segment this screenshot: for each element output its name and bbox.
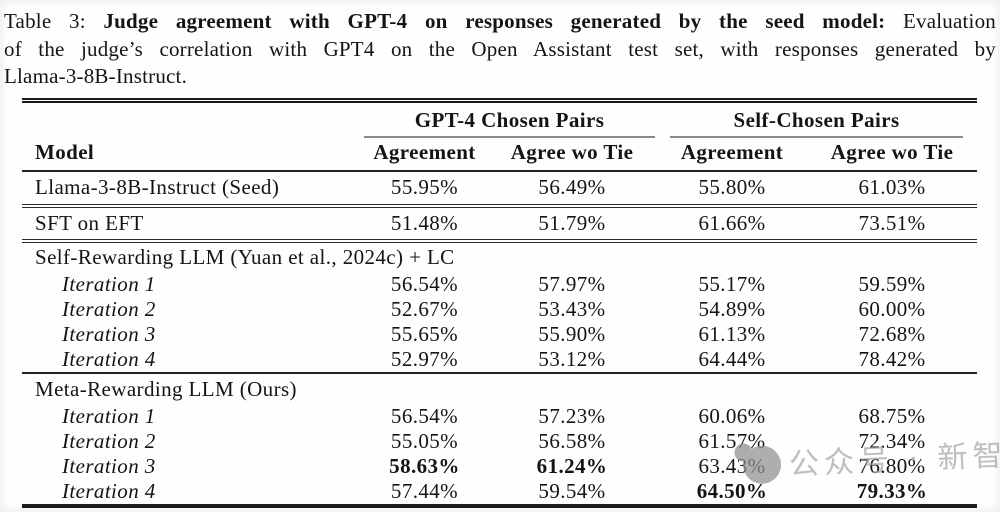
model-cell: Iteration 1 <box>62 403 156 428</box>
value-cell: 72.34% <box>858 428 926 453</box>
column-header-row: Model Agreement Agree wo Tie Agreement A… <box>22 138 978 171</box>
section-row-self-rewarding: Self-Rewarding LLM (Yuan et al., 2024c) … <box>22 241 977 272</box>
value-cell: 78.42% <box>858 346 926 371</box>
value-cell: 60.06% <box>698 403 766 428</box>
model-cell: Iteration 3 <box>62 321 156 346</box>
table-row-self-rewarding-iteration-2: Iteration 2 52.67% 53.43% 54.89% 60.00% <box>22 297 977 322</box>
value-cell: 51.48% <box>390 210 459 235</box>
value-cell: 64.44% <box>698 346 766 371</box>
value-cell: 52.97% <box>390 346 459 371</box>
table-row-llama-seed: Llama-3-8B-Instruct (Seed) 55.95% 56.49%… <box>22 171 978 206</box>
group-header-gpt4-chosen-pairs-label: GPT-4 Chosen Pairs <box>364 108 656 138</box>
value-cell: 55.80% <box>698 175 766 199</box>
caption-line-2: of the judge’s correlation with GPT4 on … <box>4 36 996 61</box>
caption-line1-tail: Evaluation <box>903 9 996 33</box>
section-label: Self-Rewarding LLM (Yuan et al., 2024c) … <box>35 244 455 269</box>
table-row-meta-rewarding-iteration-4: Iteration 4 57.44% 59.54% 64.50% 79.33% <box>22 479 977 506</box>
model-cell: Iteration 2 <box>62 428 156 453</box>
table-row-meta-rewarding-iteration-3: Iteration 3 58.63% 61.24% 63.43% 76.80% <box>22 454 977 479</box>
column-header-self-agree-wo-tie: Agree wo Tie <box>830 139 954 164</box>
value-cell: 55.65% <box>390 321 459 346</box>
group-header-spacer <box>22 101 362 138</box>
section-label: Meta-Rewarding LLM (Ours) <box>35 376 297 401</box>
value-cell: 56.58% <box>538 428 606 453</box>
value-cell: 68.75% <box>858 403 926 428</box>
value-cell: 79.33% <box>856 478 928 503</box>
value-cell: 55.05% <box>390 428 459 453</box>
model-cell: Iteration 4 <box>62 478 156 503</box>
value-cell: 54.89% <box>698 296 766 321</box>
caption-line-3: Llama-3-8B-Instruct. <box>4 64 188 88</box>
model-cell: SFT on EFT <box>35 210 144 235</box>
value-cell: 53.12% <box>538 346 606 371</box>
section-row-meta-rewarding: Meta-Rewarding LLM (Ours) <box>22 373 977 404</box>
results-table: GPT-4 Chosen Pairs Self-Chosen Pairs Mod… <box>22 98 978 508</box>
value-cell: 61.66% <box>698 210 766 235</box>
value-cell: 64.50% <box>696 478 768 503</box>
value-cell: 76.80% <box>858 453 926 478</box>
value-cell: 57.23% <box>538 403 606 428</box>
caption-bold-title: Judge agreement with GPT-4 on responses … <box>103 9 886 33</box>
value-cell: 72.68% <box>858 321 926 346</box>
value-cell: 57.44% <box>390 478 459 503</box>
model-cell: Iteration 1 <box>62 271 156 296</box>
group-header-self-chosen-pairs: Self-Chosen Pairs <box>657 101 977 138</box>
value-cell: 57.97% <box>538 271 606 296</box>
column-header-model: Model <box>35 139 95 164</box>
value-cell: 59.54% <box>538 478 606 503</box>
value-cell: 51.79% <box>538 210 606 235</box>
value-cell: 60.00% <box>858 296 926 321</box>
column-header-gpt4-agreement: Agreement <box>373 139 476 164</box>
value-cell: 73.51% <box>858 210 926 235</box>
value-cell: 55.95% <box>390 175 459 199</box>
value-cell: 63.43% <box>698 453 766 478</box>
value-cell: 59.59% <box>858 271 926 296</box>
caption-line-1: Table 3: Judge agreement with GPT-4 on r… <box>4 8 996 36</box>
table-row-self-rewarding-iteration-4: Iteration 4 52.97% 53.12% 64.44% 78.42% <box>22 346 978 373</box>
table-row-self-rewarding-iteration-1: Iteration 1 56.54% 57.97% 55.17% 59.59% <box>22 272 977 297</box>
value-cell: 61.03% <box>858 175 926 199</box>
column-header-self-agreement: Agreement <box>680 139 784 164</box>
caption-label: Table 3: <box>4 9 86 33</box>
model-cell: Iteration 3 <box>62 453 156 478</box>
value-cell: 56.54% <box>390 403 459 428</box>
group-header-gpt4-chosen-pairs: GPT-4 Chosen Pairs <box>362 101 657 138</box>
value-cell: 56.49% <box>538 175 606 199</box>
value-cell: 55.90% <box>538 321 606 346</box>
group-header-row: GPT-4 Chosen Pairs Self-Chosen Pairs <box>22 101 977 138</box>
value-cell: 56.54% <box>390 271 459 296</box>
column-header-gpt4-agree-wo-tie: Agree wo Tie <box>510 139 634 164</box>
value-cell: 61.13% <box>698 321 766 346</box>
model-cell: Iteration 4 <box>62 346 156 371</box>
table-row-meta-rewarding-iteration-2: Iteration 2 55.05% 56.58% 61.57% 72.34% <box>22 429 977 454</box>
value-cell: 58.63% <box>389 453 460 478</box>
table-caption: Table 3: Judge agreement with GPT-4 on r… <box>4 8 996 91</box>
table-row-self-rewarding-iteration-3: Iteration 3 55.65% 55.90% 61.13% 72.68% <box>22 322 977 347</box>
group-header-self-chosen-pairs-label: Self-Chosen Pairs <box>670 108 964 138</box>
table-row-sft-on-eft: SFT on EFT 51.48% 51.79% 61.66% 73.51% <box>22 206 978 241</box>
table-row-meta-rewarding-iteration-1: Iteration 1 56.54% 57.23% 60.06% 68.75% <box>22 404 977 429</box>
model-cell: Iteration 2 <box>62 296 156 321</box>
value-cell: 53.43% <box>538 296 606 321</box>
value-cell: 61.24% <box>536 453 608 478</box>
model-cell: Llama-3-8B-Instruct (Seed) <box>35 175 280 199</box>
value-cell: 52.67% <box>390 296 459 321</box>
value-cell: 61.57% <box>698 428 766 453</box>
value-cell: 55.17% <box>698 271 766 296</box>
